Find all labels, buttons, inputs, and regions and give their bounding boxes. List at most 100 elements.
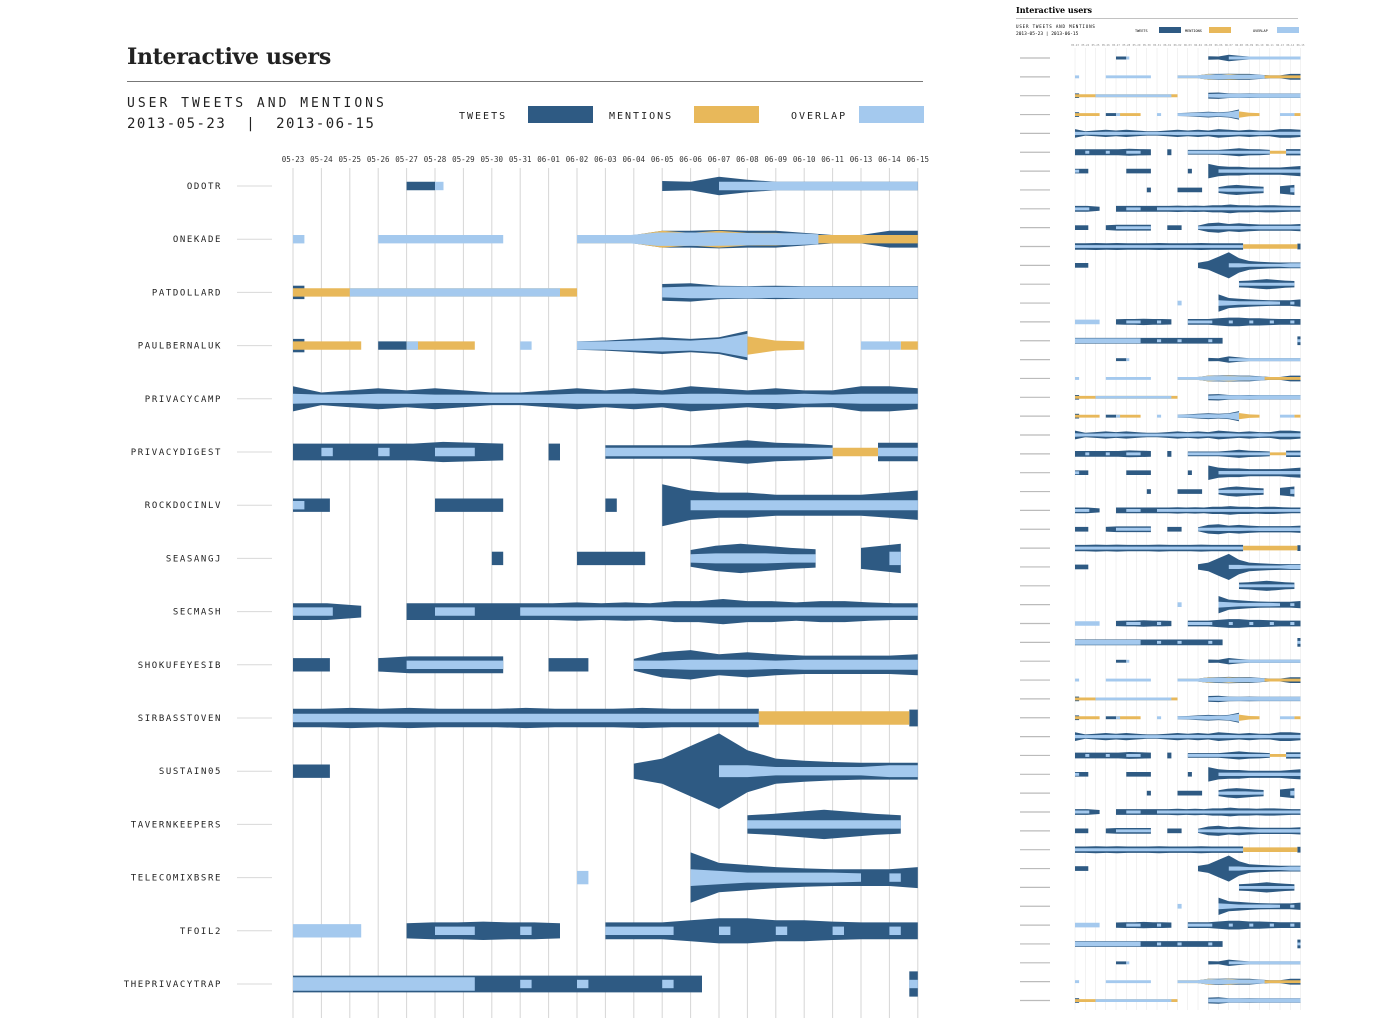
overlap-segment (293, 977, 475, 991)
overlap-segment (662, 286, 918, 299)
minimap-overlap-segment (1075, 338, 1141, 344)
minimap-overlap-segment (1290, 187, 1295, 193)
x-tick-label: 06-05 (651, 155, 674, 164)
overlap-segment (293, 501, 305, 510)
minimap-overlap-segment (1126, 754, 1141, 757)
minimap-overlap-segment (1157, 509, 1301, 512)
minimap-overlap-segment (1126, 207, 1141, 211)
minimap-overlap-segment (1297, 339, 1301, 343)
minimap-overlap-segment (1208, 696, 1301, 701)
overlap-segment (406, 660, 504, 669)
minimap-overlap-segment (1116, 226, 1151, 230)
user-row-shokufeyesib: SHOKUFEYESIB (138, 650, 918, 680)
minimap-overlap-segment (1280, 113, 1295, 116)
minimap-tweets-segment (1167, 752, 1172, 759)
overlap-segment (435, 447, 475, 457)
minimap-dates: 2013-05-23 | 2013-06-15 (1016, 31, 1079, 37)
mentions-segment (293, 341, 362, 350)
overlap-segment (577, 870, 589, 885)
minimap-overlap-segment (1280, 414, 1295, 418)
minimap-overlap-segment (1228, 263, 1301, 268)
minimap-overlap-segment (1208, 93, 1301, 98)
minimap-tweets-segment (1187, 470, 1192, 475)
minimap-tick: 06-08 (1235, 43, 1243, 47)
minimap-overlap-segment (1157, 942, 1162, 946)
minimap-tweets-segment (1177, 489, 1203, 494)
minimap-tick: 06-01 (1163, 43, 1171, 47)
overlap-segment (605, 926, 674, 935)
overlap-segment (861, 341, 901, 350)
minimap-body: 05-23 05-24 05-25 05-26 05-27 05-28 05-29 05-30… (1020, 43, 1305, 1010)
minimap-tweets-segment (1126, 470, 1151, 475)
minimap-overlap-segment (1075, 734, 1301, 739)
minimap-overlap-segment (1187, 754, 1270, 757)
user-row-tavernkeepers: TAVERNKEEPERS (131, 809, 901, 840)
minimap-overlap-segment (1218, 791, 1264, 795)
tweets-segment (861, 543, 901, 574)
minimap-overlap-segment (1269, 320, 1274, 324)
minimap-overlap-segment (1290, 320, 1295, 324)
minimap-overlap-segment (1095, 697, 1172, 701)
minimap-overlap-segment (1177, 339, 1182, 343)
minimap-overlap-segment (1177, 376, 1265, 381)
minimap-tick: 06-09 (1245, 43, 1253, 47)
tweets-segment (577, 551, 646, 566)
tweets-segment (491, 551, 504, 566)
minimap-overlap-segment (1297, 942, 1301, 946)
tweets-segment (406, 181, 435, 191)
minimap-mentions-segment (1243, 244, 1298, 249)
user-row-telecomixbsre: TELECOMIXBSRE (131, 852, 918, 903)
minimap-overlap-segment (1228, 56, 1301, 60)
minimap-tweets-segment (1116, 358, 1127, 362)
minimap-tweets-segment (1075, 866, 1089, 871)
minimap-overlap-segment (1157, 622, 1162, 625)
minimap-legend: TWEETS MENTIONS OVERLAP (1135, 27, 1299, 33)
legend-tweets-swatch (528, 106, 593, 123)
minimap-overlap-segment (1126, 320, 1141, 324)
user-activity-chart: 05-23 05-24 05-25 05-26 05-27 05-28 05-29 05-30… (124, 155, 929, 1018)
minimap-tweets-segment (1075, 526, 1089, 532)
user-row-privacycamp: PRIVACYCAMP (145, 386, 918, 412)
minimap-tick: 05-28 (1122, 43, 1130, 47)
minimap-overlap-segment (1177, 110, 1239, 119)
minimap-rule (1016, 18, 1298, 19)
minimap-tweets-segment (1187, 772, 1192, 777)
tweets-segment (435, 498, 504, 512)
minimap-overlap-segment (1218, 601, 1280, 608)
minimap-legend-label: MENTIONS (1185, 29, 1202, 33)
user-label: PATDOLLARD (152, 288, 222, 298)
minimap-overlap-segment (1290, 603, 1295, 607)
minimap-overlap-segment (1228, 320, 1233, 324)
minimap-overlap-segment (1218, 300, 1280, 306)
minimap-tick: 06-07 (1225, 43, 1233, 47)
minimap-tweets-segment (1116, 659, 1127, 663)
user-label: PAULBERNALUK (138, 342, 222, 352)
date-range: 2013-05-23 | 2013-06-15 (127, 116, 375, 132)
minimap-overlap-segment (1177, 677, 1265, 683)
minimap-tweets-segment (1280, 486, 1295, 497)
mentions-segment (758, 711, 910, 725)
user-label: SHOKUFEYESIB (138, 661, 222, 671)
minimap-overlap-segment (1290, 904, 1295, 908)
minimap-tweets-segment (1177, 790, 1203, 796)
tweets-segment (293, 441, 504, 463)
minimap-overlap-segment (1228, 866, 1301, 871)
minimap-overlap-segment (1228, 564, 1301, 569)
minimap-tweets-segment (1105, 113, 1116, 116)
mentions-segment (406, 341, 475, 350)
tweets-segment (548, 658, 589, 672)
minimap-overlap-segment (1198, 829, 1301, 833)
overlap-segment (321, 447, 333, 457)
overlap-segment (878, 447, 918, 457)
user-row-seasangj: SEASANGJ (166, 543, 901, 574)
minimap-tweets-segment (1116, 620, 1172, 627)
overlap-segment (293, 235, 305, 244)
minimap-overlap-segment (1228, 961, 1301, 965)
minimap-overlap-segment (1269, 622, 1274, 625)
subtitle: User tweets and mentions (127, 96, 387, 111)
overlap-segment (889, 873, 901, 882)
overlap-segment (577, 979, 589, 989)
x-tick-label: 06-09 (765, 155, 788, 164)
minimap-mentions-segment (1116, 414, 1141, 418)
x-tick-label: 05-23 (282, 155, 305, 164)
